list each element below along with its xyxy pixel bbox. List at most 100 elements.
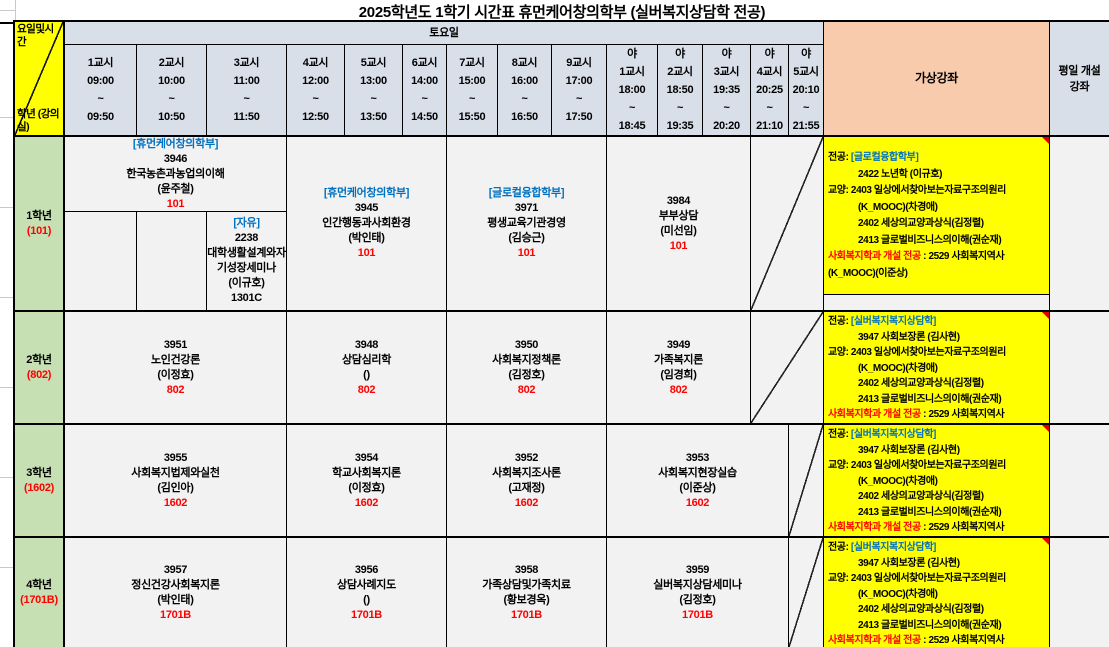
course-instructor: (임경희) bbox=[660, 368, 697, 381]
virtual-course-list: 전공: [실버복지복지상담학] 3947 사회보장론 (김사현) 교양: 240… bbox=[824, 425, 1049, 536]
comment-marker bbox=[1042, 538, 1049, 545]
course-code: 3955 bbox=[163, 451, 188, 464]
course-room: 1301C bbox=[231, 292, 262, 304]
period-header-4: 4교시 12:00 ~12:50 bbox=[287, 45, 345, 137]
comment-marker bbox=[1042, 425, 1049, 432]
course-cell-3984: 3984 부부상담 (미선임) 101 bbox=[607, 137, 751, 312]
course-instructor: () bbox=[363, 368, 370, 381]
course-code: 2238 bbox=[234, 232, 259, 244]
period-header-n5: 야 5교시 20:10 ~21:55 bbox=[789, 45, 824, 137]
course-code: 3956 bbox=[354, 563, 379, 576]
course-instructor: (윤주철) bbox=[157, 182, 194, 195]
course-instructor: (김정호) bbox=[508, 368, 545, 381]
course-dept: [글로컬융합학부] bbox=[488, 187, 565, 199]
table-top-border bbox=[0, 22, 17, 24]
diagonal-cell bbox=[789, 425, 824, 538]
course-room: 1602 bbox=[514, 496, 539, 509]
course-code: 3958 bbox=[514, 563, 539, 576]
course-instructor: (김승근) bbox=[508, 232, 545, 244]
course-code: 3948 bbox=[354, 338, 379, 351]
course-instructor: (이정효) bbox=[157, 368, 194, 381]
margin-gridline bbox=[0, 477, 15, 478]
course-cell-3956: 3956 상담사례지도 () 1701B bbox=[287, 538, 447, 647]
course-cell-3959: 3959 실버복지상담세미나 (김정호) 1701B bbox=[607, 538, 789, 647]
course-cell-3958: 3958 가족상담및가족치료 (황보경옥) 1701B bbox=[447, 538, 607, 647]
comment-marker bbox=[1042, 137, 1049, 144]
course-instructor: () bbox=[363, 593, 370, 606]
diagonal-cell bbox=[751, 137, 824, 312]
corner-label-grade-room: 학년 (강의실) bbox=[17, 108, 60, 133]
course-instructor: (김인아) bbox=[157, 481, 194, 494]
weekday-cell-row3 bbox=[1050, 425, 1109, 538]
course-code: 3945 bbox=[354, 202, 379, 214]
course-dept: [휴먼케어창의학부] bbox=[132, 137, 219, 150]
empty-cell bbox=[137, 212, 207, 312]
virtual-cell-row4: 전공: [실버복지복지상담학] 3947 사회보장론 (김사현) 교양: 240… bbox=[824, 538, 1050, 647]
diagonal-cell bbox=[751, 312, 824, 425]
course-code: 3959 bbox=[685, 563, 710, 576]
course-instructor: (박인태) bbox=[348, 232, 385, 244]
corner-label-day-time: 요일및시간 bbox=[17, 23, 54, 48]
margin-gridline bbox=[15, 0, 16, 22]
course-cell-3951: 3951 노인건강론 (이정효) 802 bbox=[65, 312, 287, 425]
course-cell-3952: 3952 사회복지조사론 (고재정) 1602 bbox=[447, 425, 607, 538]
virtual-course-list: 전공: [실버복지복지상담학] 3947 사회보장론 (김사현) 교양: 240… bbox=[824, 538, 1049, 647]
course-cell-3971: [글로컬융합학부] 3971 평생교육기관경영 (김승근) 101 bbox=[447, 137, 607, 312]
grade-label-4: 4학년 (1701B) bbox=[15, 538, 65, 647]
course-room: 101 bbox=[517, 247, 536, 259]
virtual-cell-row1: 전공: [글로컬융합학부] 2422 노년학 (이규호) 교양: 2403 일상… bbox=[824, 137, 1050, 312]
course-instructor: (김정호) bbox=[679, 593, 716, 606]
course-name: 사회복지현장실습 bbox=[658, 466, 737, 479]
course-code: 3971 bbox=[514, 202, 539, 214]
course-code: 3950 bbox=[514, 338, 539, 351]
course-room: 1701B bbox=[682, 608, 713, 621]
course-cell-3945: [휴먼케어창의학부] 3945 인간행동과사회환경 (박인태) 101 bbox=[287, 137, 447, 312]
course-name: 상담사례지도 bbox=[337, 578, 396, 591]
period-header-n1: 야 1교시 18:00 ~18:45 bbox=[607, 45, 658, 137]
course-cell-3948: 3948 상담심리학 () 802 bbox=[287, 312, 447, 425]
period-header-8: 8교시 16:00 ~16:50 bbox=[498, 45, 552, 137]
course-room: 101 bbox=[357, 247, 376, 259]
course-code: 3949 bbox=[666, 338, 691, 351]
course-name: 인간행동과사회환경 bbox=[322, 217, 411, 229]
course-room: 1701B bbox=[160, 608, 191, 621]
course-cell-3953: 3953 사회복지현장실습 (이준상) 1602 bbox=[607, 425, 789, 538]
period-header-1: 1교시 09:00 ~09:50 bbox=[65, 45, 137, 137]
course-name: 상담심리학 bbox=[341, 353, 392, 366]
weekday-cell-row4 bbox=[1050, 538, 1109, 647]
margin-gridline bbox=[0, 387, 15, 388]
course-instructor: (고재정) bbox=[508, 481, 545, 494]
course-name: 노인건강론 bbox=[150, 353, 201, 366]
course-name: 학교사회복지론 bbox=[332, 466, 401, 479]
course-cell-2238: [자유] 2238 대학생활설계와자기성장세미나 (이규호) 1301C bbox=[207, 212, 287, 312]
course-room: 1602 bbox=[354, 496, 379, 509]
grade-label-2: 2학년 (802) bbox=[15, 312, 65, 425]
course-instructor: (이정효) bbox=[348, 481, 385, 494]
course-cell-3950: 3950 사회복지정책론 (김정호) 802 bbox=[447, 312, 607, 425]
timetable-grid: 요일및시간 학년 (강의실) 토요일 가상강좌 평일 개설 강좌 1교시 09:0… bbox=[15, 22, 1109, 647]
virtual-course-list: 전공: [글로컬융합학부] 2422 노년학 (이규호) 교양: 2403 일상… bbox=[824, 137, 1049, 295]
weekday-course-header: 평일 개설 강좌 bbox=[1050, 22, 1109, 137]
period-header-n3: 야 3교시 19:35 ~20:20 bbox=[703, 45, 751, 137]
course-room: 802 bbox=[517, 383, 536, 396]
period-header-5: 5교시 13:00 ~13:50 bbox=[345, 45, 403, 137]
diagonal-cell bbox=[789, 538, 824, 647]
course-code: 3946 bbox=[163, 152, 188, 165]
virtual-course-header: 가상강좌 bbox=[824, 22, 1050, 137]
course-room: 802 bbox=[357, 383, 376, 396]
course-code: 3954 bbox=[354, 451, 379, 464]
virtual-cell-row3: 전공: [실버복지복지상담학] 3947 사회보장론 (김사현) 교양: 240… bbox=[824, 425, 1050, 538]
course-name: 평생교육기관경영 bbox=[487, 217, 566, 229]
course-instructor: (미선임) bbox=[660, 224, 697, 237]
period-header-2: 2교시 10:00 ~10:50 bbox=[137, 45, 207, 137]
weekday-cell-row2 bbox=[1050, 312, 1109, 425]
course-name: 가족상담및가족치료 bbox=[482, 578, 571, 591]
period-header-6: 6교시 14:00 ~14:50 bbox=[403, 45, 447, 137]
period-header-3: 3교시 11:00 ~11:50 bbox=[207, 45, 287, 137]
course-cell-3946: [휴먼케어창의학부] 3946 한국농촌과농업의이해 (윤주철) 101 bbox=[65, 137, 287, 212]
course-instructor: (박인태) bbox=[157, 593, 194, 606]
course-room: 802 bbox=[166, 383, 185, 396]
saturday-header: 토요일 bbox=[65, 22, 824, 45]
course-name: 한국농촌과농업의이해 bbox=[126, 167, 225, 180]
period-header-9: 9교시 17:00 ~17:50 bbox=[552, 45, 607, 137]
